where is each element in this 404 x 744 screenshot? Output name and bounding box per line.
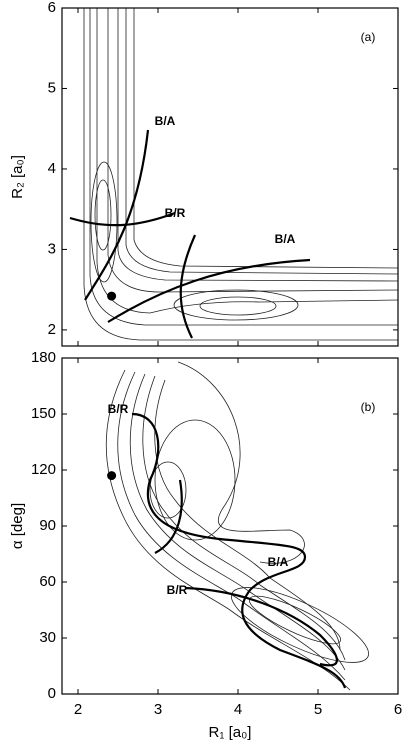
y-tick-label: 180 — [31, 349, 56, 366]
y-tick-label: 4 — [48, 160, 56, 177]
y-tick-label: 30 — [39, 629, 56, 646]
annotation: B/R — [108, 402, 129, 416]
frame — [61, 7, 399, 347]
y-axis-label: α [deg] — [9, 503, 26, 549]
y-axis-label: R₂ [a₀] — [9, 155, 26, 199]
annotation: B/R — [165, 206, 186, 220]
seams-a — [69, 129, 311, 339]
y-tick-label: 2 — [48, 321, 56, 338]
y-tick-label: 3 — [48, 240, 56, 257]
y-tick-label: 60 — [39, 573, 56, 590]
x-tick-label: 3 — [154, 701, 162, 718]
x-tick-label: 5 — [314, 701, 322, 718]
y-tick-label: 120 — [31, 461, 56, 478]
contours-a — [83, 8, 399, 341]
annotation: B/A — [268, 555, 289, 569]
x-tick-label: 4 — [234, 701, 242, 718]
annotation: B/A — [155, 114, 176, 128]
annotation: B/R — [167, 583, 188, 597]
x-axis-label: R₁ [a₀] — [209, 724, 252, 741]
seams-b — [131, 412, 347, 689]
x-tick-label: 6 — [394, 701, 402, 718]
y-tick-label: 5 — [48, 79, 56, 96]
y-tick-label: 6 — [48, 0, 56, 16]
panel-label: (b) — [361, 400, 376, 414]
y-tick-label: 150 — [31, 405, 56, 422]
point — [107, 471, 117, 481]
y-tick-label: 0 — [48, 685, 56, 702]
point — [107, 291, 117, 301]
x-tick-label: 2 — [74, 701, 82, 718]
y-tick-label: 90 — [39, 517, 56, 534]
contours-b — [105, 361, 370, 691]
annotation: B/A — [275, 232, 296, 246]
panel-label: (a) — [361, 30, 376, 44]
